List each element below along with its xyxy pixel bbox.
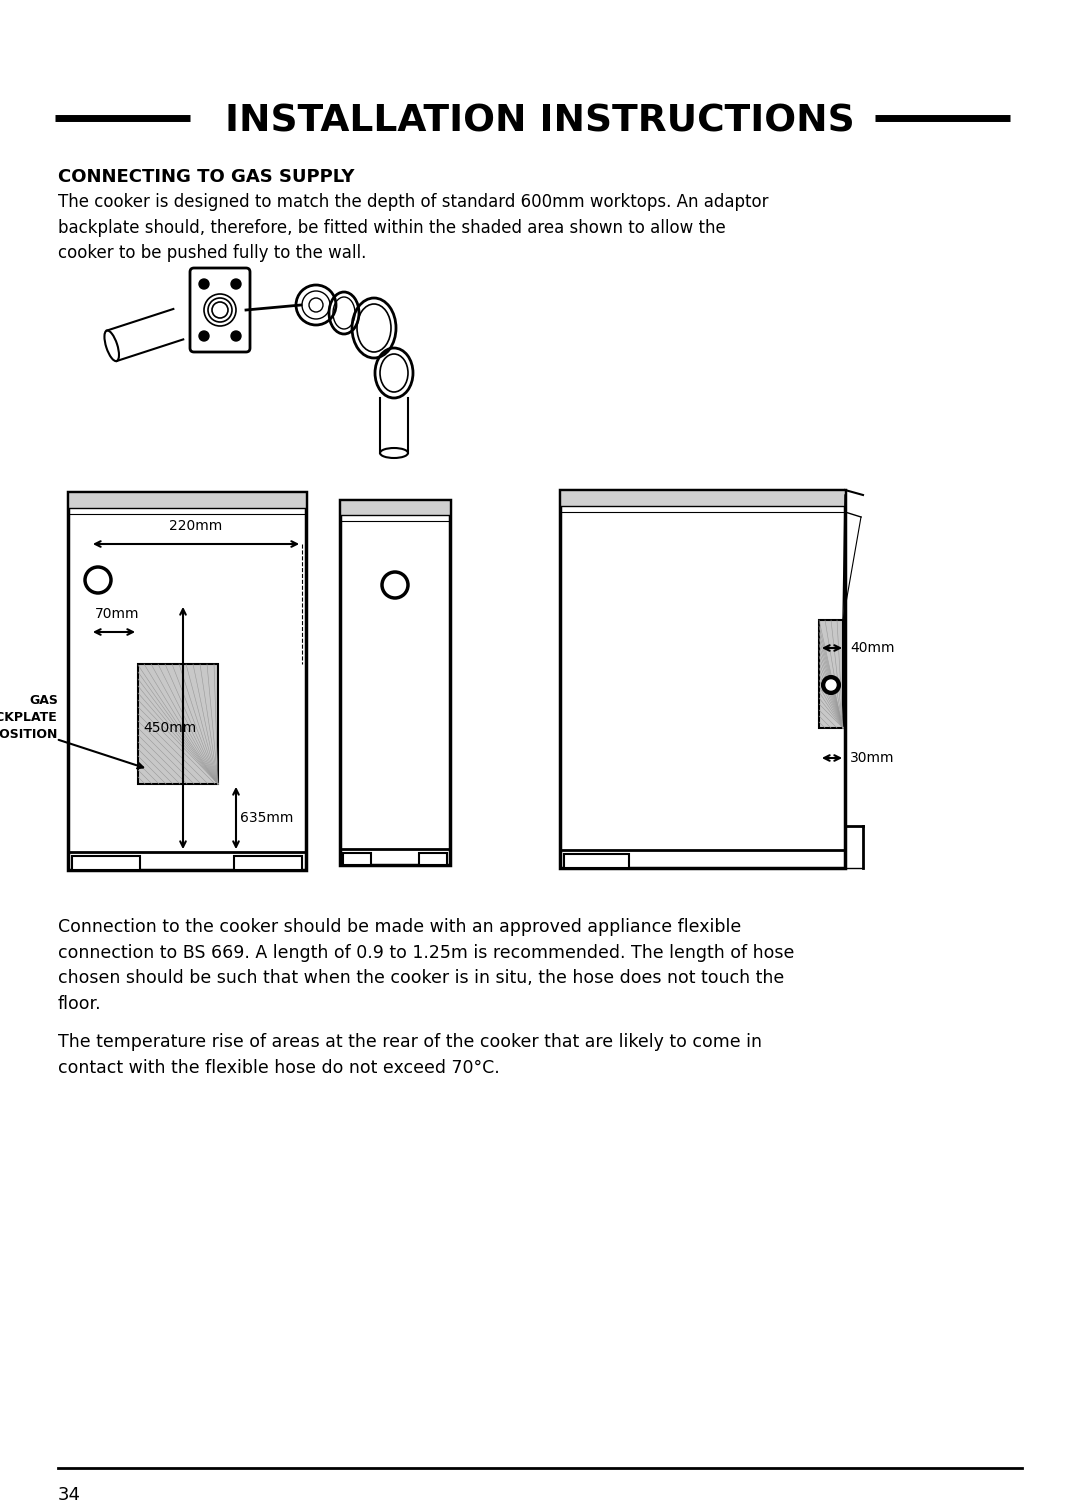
Bar: [419, 854, 447, 864]
Circle shape: [199, 280, 210, 289]
Bar: [72, 857, 140, 870]
Text: 70mm: 70mm: [95, 607, 139, 621]
Text: CONNECTING TO GAS SUPPLY: CONNECTING TO GAS SUPPLY: [58, 168, 354, 186]
Bar: [561, 490, 845, 867]
Circle shape: [231, 280, 241, 289]
Bar: [340, 849, 450, 864]
Text: INSTALLATION INSTRUCTIONS: INSTALLATION INSTRUCTIONS: [225, 103, 855, 139]
Bar: [343, 854, 372, 864]
Circle shape: [826, 680, 836, 691]
Text: GAS
BACKPLATE
POSITION: GAS BACKPLATE POSITION: [0, 694, 58, 740]
Bar: [340, 500, 450, 864]
Bar: [564, 854, 629, 867]
Text: 40mm: 40mm: [850, 641, 894, 654]
Bar: [68, 493, 306, 508]
Circle shape: [822, 675, 840, 694]
Bar: [68, 852, 306, 870]
Bar: [340, 500, 450, 515]
Text: 220mm: 220mm: [170, 518, 222, 533]
Bar: [819, 620, 843, 728]
Bar: [234, 857, 302, 870]
Circle shape: [231, 331, 241, 341]
Circle shape: [199, 331, 210, 341]
Text: The cooker is designed to match the depth of standard 600mm worktops. An adaptor: The cooker is designed to match the dept…: [58, 193, 769, 263]
Text: Connection to the cooker should be made with an approved appliance flexible
conn: Connection to the cooker should be made …: [58, 919, 795, 1012]
Text: The temperature rise of areas at the rear of the cooker that are likely to come : The temperature rise of areas at the rea…: [58, 1034, 762, 1077]
Text: 34: 34: [58, 1485, 81, 1503]
Bar: [68, 493, 306, 870]
Bar: [138, 663, 218, 784]
Text: 30mm: 30mm: [850, 751, 894, 765]
Bar: [561, 490, 845, 506]
Text: 635mm: 635mm: [240, 811, 294, 825]
Bar: [561, 851, 845, 867]
Text: 450mm: 450mm: [143, 721, 197, 734]
